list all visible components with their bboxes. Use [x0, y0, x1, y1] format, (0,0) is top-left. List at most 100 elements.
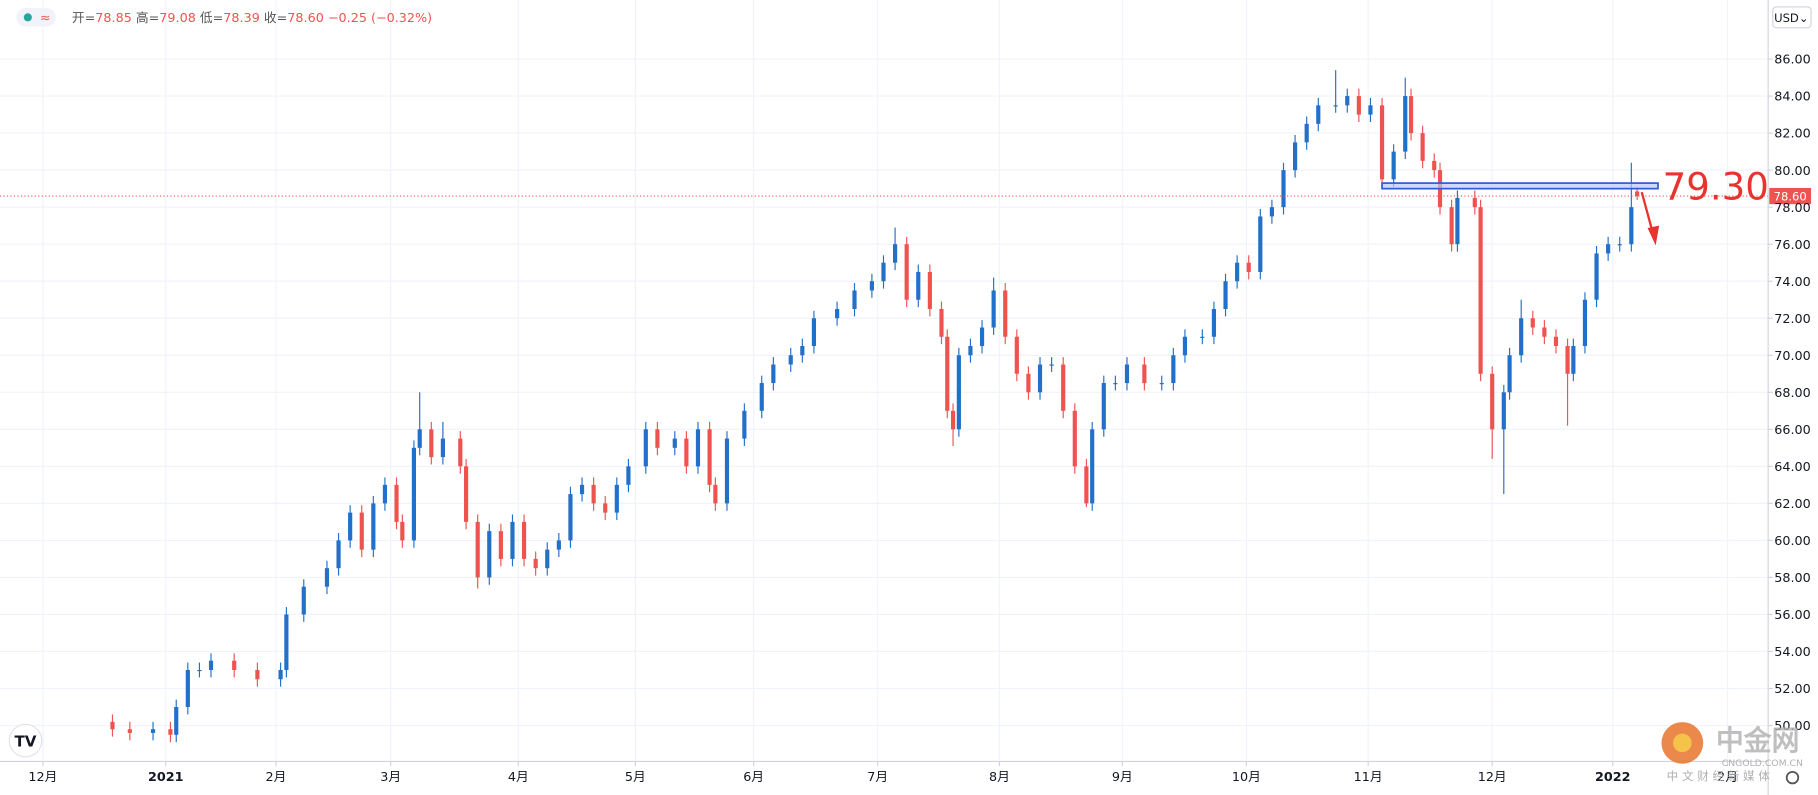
resistance-zone — [1381, 182, 1659, 190]
candle-body — [1235, 262, 1240, 282]
candle-body — [1159, 383, 1164, 385]
candle-body — [788, 355, 793, 365]
ohlc-label: 低= — [200, 11, 223, 26]
candle-body — [185, 669, 190, 708]
tv-logo: TV — [15, 732, 37, 750]
candle-body — [394, 484, 399, 522]
ohlc-value: 79.08 — [159, 11, 196, 26]
x-tick-label: 2021 — [148, 770, 183, 785]
candle-body — [348, 512, 353, 541]
candle-body — [724, 438, 730, 504]
candle-body — [1507, 355, 1512, 393]
candle-body — [1061, 364, 1066, 411]
candle-body — [759, 383, 764, 411]
candle-body — [1223, 281, 1228, 309]
indicator-toggle[interactable] — [16, 8, 56, 27]
candle-body — [521, 521, 527, 559]
ohlc-value: 78.85 — [95, 11, 132, 26]
candle-body — [458, 438, 463, 467]
candle-body — [939, 308, 944, 337]
candle-body — [742, 410, 747, 439]
candle-body — [835, 308, 840, 319]
y-tick-label: 86.00 — [1774, 53, 1811, 68]
candle-body — [487, 531, 492, 578]
candle-body — [411, 447, 417, 541]
candle-body — [568, 494, 573, 541]
candle-body — [1629, 207, 1634, 245]
candle-body — [1403, 96, 1408, 152]
ohlc-value: 78.60 — [287, 11, 324, 26]
candle-body — [1565, 346, 1570, 374]
y-tick-label: 58.00 — [1774, 571, 1811, 586]
y-tick-label: 70.00 — [1774, 349, 1811, 364]
ohlc-header: 开=78.85 高=79.08 低=78.39 收=78.60 −0.25 (−… — [72, 10, 432, 26]
ohlc-label: 收= — [264, 11, 287, 26]
candle-body — [614, 484, 619, 513]
candle-body — [1420, 133, 1425, 161]
candle-body — [1391, 151, 1396, 180]
ohlc-label: 开= — [72, 11, 95, 26]
candle-body — [301, 586, 306, 615]
tv-logo-bg — [8, 723, 43, 758]
y-tick-label: 50.00 — [1774, 719, 1811, 734]
y-tick-label: 76.00 — [1774, 238, 1811, 253]
candle-body — [1571, 346, 1576, 374]
candle-body — [1037, 364, 1043, 393]
candle-body — [1530, 318, 1535, 328]
candle-body — [1345, 96, 1350, 106]
candle-body — [1304, 123, 1309, 143]
x-tick-label: 2月 — [266, 770, 287, 785]
x-tick-label: 6月 — [743, 770, 764, 785]
candle-body — [643, 429, 648, 467]
brand-logo-inner — [1673, 733, 1692, 753]
brand-name: 中金网 — [1716, 724, 1799, 757]
candle-body — [1246, 262, 1251, 272]
status-dot — [23, 13, 32, 22]
candle-body — [278, 669, 283, 680]
candle-body — [1490, 373, 1495, 430]
candle-body — [1211, 308, 1217, 337]
candle-body — [591, 484, 596, 504]
candle-body — [359, 512, 364, 550]
x-tick-label: 10月 — [1232, 770, 1261, 785]
candle-body — [1142, 364, 1147, 384]
candle-body — [811, 318, 817, 347]
candle-body — [713, 484, 718, 504]
candle-body — [707, 429, 712, 485]
candle-body — [1293, 142, 1298, 171]
y-tick-label: 68.00 — [1774, 386, 1811, 401]
currency-button[interactable] — [1772, 6, 1812, 29]
y-tick-label: 62.00 — [1774, 497, 1811, 512]
candle-body — [1617, 244, 1622, 246]
last-price-tag — [1769, 187, 1812, 205]
x-tick-label: 11月 — [1354, 770, 1383, 785]
candle-body — [672, 438, 677, 448]
candle-body — [168, 729, 173, 735]
candle-body — [1408, 96, 1414, 134]
candle-body — [464, 466, 469, 522]
candle-body — [174, 707, 179, 735]
candle-body — [1084, 466, 1089, 504]
y-tick-label: 60.00 — [1774, 534, 1811, 549]
candle-body — [1501, 392, 1506, 430]
candle-body — [927, 271, 932, 309]
brand-domain: CNGOLD.COM.CN — [1722, 758, 1803, 769]
currency-text: USD — [1774, 11, 1799, 25]
candle-body — [950, 410, 956, 430]
candle-body — [1606, 244, 1611, 254]
candle-body — [208, 660, 214, 670]
settings-button[interactable] — [1785, 770, 1800, 785]
y-tick-label: 54.00 — [1774, 645, 1811, 660]
candle-body — [968, 346, 973, 356]
candle-body — [945, 336, 950, 411]
currency-label: USD⌄ — [1774, 11, 1808, 25]
candle-body — [510, 521, 515, 559]
compare-icon: ≈ — [40, 11, 51, 26]
candle-body — [956, 355, 961, 430]
candle-body — [626, 466, 631, 485]
candle-body — [1124, 364, 1130, 384]
candle-body — [324, 568, 330, 587]
candle-body — [417, 429, 422, 448]
x-tick-label: 4月 — [508, 770, 529, 785]
